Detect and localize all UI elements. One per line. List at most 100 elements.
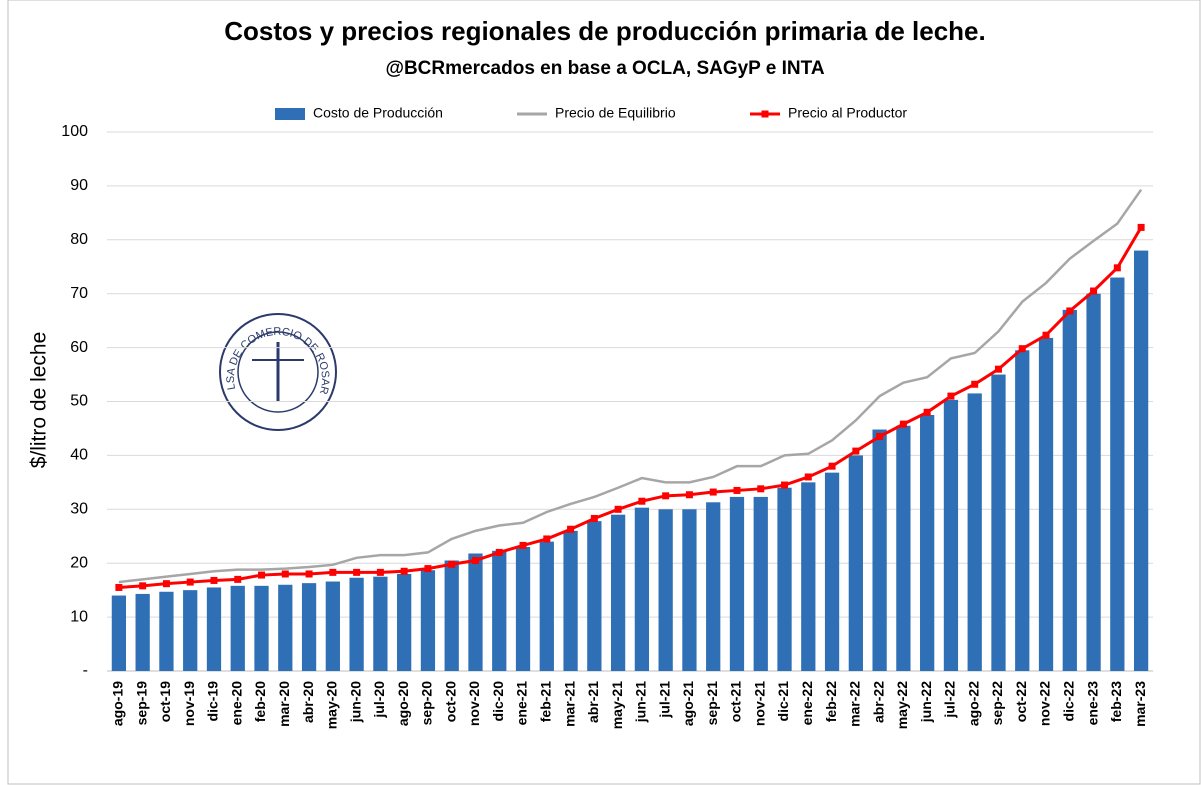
- bar: [658, 509, 673, 671]
- logo-inner: [237, 331, 319, 413]
- bar: [301, 583, 317, 671]
- marker: [1018, 345, 1026, 353]
- marker: [1137, 223, 1145, 231]
- marker: [471, 557, 479, 565]
- marker: [947, 392, 955, 400]
- x-tick-label: ago-21: [680, 681, 696, 726]
- marker: [757, 485, 765, 493]
- x-tick-label: ene-20: [228, 681, 244, 726]
- x-tick-label: dic-20: [490, 681, 506, 722]
- marker: [424, 565, 432, 573]
- marker: [1090, 287, 1098, 295]
- bar: [444, 560, 459, 671]
- x-tick-label: nov-22: [1037, 681, 1053, 726]
- bar: [706, 502, 721, 671]
- bar: [1062, 309, 1077, 671]
- x-tick-label: abr-22: [870, 681, 886, 723]
- bar: [563, 530, 578, 671]
- chart-title: Costos y precios regionales de producció…: [224, 16, 985, 46]
- x-tick-label: may-22: [894, 681, 910, 729]
- marker: [804, 473, 812, 481]
- bar: [135, 593, 150, 671]
- x-tick-label: ene-21: [514, 681, 530, 726]
- x-tick-label: ene-22: [799, 681, 815, 726]
- y-tick-label: 100: [61, 123, 88, 140]
- marker: [376, 568, 384, 576]
- x-tick-label: mar-21: [561, 681, 577, 727]
- marker: [567, 525, 575, 533]
- y-tick-label: 20: [70, 554, 88, 571]
- bar: [183, 590, 198, 671]
- legend-marker: [761, 110, 769, 118]
- marker: [923, 408, 931, 416]
- x-tick-label: dic-21: [775, 681, 791, 722]
- bar: [159, 591, 174, 671]
- bar: [397, 573, 412, 671]
- bar: [373, 576, 388, 671]
- marker: [519, 541, 527, 549]
- bar: [753, 496, 768, 671]
- x-tick-label: sep-19: [133, 681, 149, 726]
- bar: [111, 595, 127, 671]
- y-tick-label: 70: [70, 285, 88, 302]
- marker: [329, 568, 337, 576]
- marker: [876, 433, 884, 441]
- x-tick-label: ago-20: [395, 681, 411, 726]
- bar: [777, 487, 792, 671]
- x-tick-label: nov-20: [466, 681, 482, 726]
- bar: [610, 514, 626, 671]
- y-tick-label: 40: [70, 447, 88, 464]
- x-tick-label: abr-21: [585, 681, 601, 723]
- bar: [848, 455, 863, 671]
- x-tick-label: jul-20: [371, 681, 387, 719]
- x-tick-label: ago-22: [965, 681, 981, 726]
- marker: [590, 514, 598, 522]
- x-tick-label: feb-23: [1108, 681, 1124, 722]
- marker: [852, 447, 860, 455]
- bar: [991, 374, 1006, 671]
- x-tick-label: jul-21: [656, 681, 672, 719]
- marker: [614, 505, 622, 513]
- legend-label: Precio al Productor: [788, 105, 907, 121]
- marker: [543, 535, 551, 543]
- x-tick-label: nov-19: [181, 681, 197, 726]
- marker: [1066, 307, 1074, 315]
- marker: [638, 497, 646, 505]
- x-tick-label: mar-22: [847, 681, 863, 727]
- legend-label: Precio de Equilibrio: [555, 105, 676, 121]
- x-tick-label: jul-22: [942, 681, 958, 719]
- marker: [353, 568, 361, 576]
- marker: [281, 570, 289, 578]
- x-tick-label: dic-19: [205, 681, 221, 722]
- x-tick-label: feb-22: [823, 681, 839, 722]
- bar: [278, 584, 293, 671]
- bar: [967, 393, 982, 671]
- y-tick-label: 30: [70, 501, 88, 518]
- marker: [1042, 331, 1050, 339]
- marker: [781, 481, 789, 489]
- bar: [254, 585, 269, 671]
- bar: [1110, 277, 1125, 671]
- bar: [824, 472, 840, 671]
- x-tick-label: jun-22: [918, 681, 934, 723]
- bar: [801, 482, 816, 671]
- bar: [682, 509, 697, 671]
- x-tick-label: jun-21: [633, 681, 649, 723]
- x-tick-label: ene-23: [1084, 681, 1100, 726]
- marker: [186, 578, 194, 586]
- bar: [587, 521, 602, 671]
- legend-label: Costo de Producción: [313, 105, 443, 121]
- bar: [515, 547, 531, 671]
- bar: [349, 577, 364, 671]
- bar: [872, 429, 887, 671]
- x-tick-label: sep-20: [419, 681, 435, 726]
- x-tick-label: feb-21: [537, 681, 553, 722]
- bar: [634, 507, 650, 671]
- marker: [258, 571, 266, 579]
- marker: [899, 420, 907, 428]
- x-tick-label: oct-20: [442, 681, 458, 722]
- marker: [685, 491, 693, 499]
- y-tick-label: 90: [70, 177, 88, 194]
- bar: [420, 570, 436, 671]
- y-axis-label: $/litro de leche: [28, 332, 51, 469]
